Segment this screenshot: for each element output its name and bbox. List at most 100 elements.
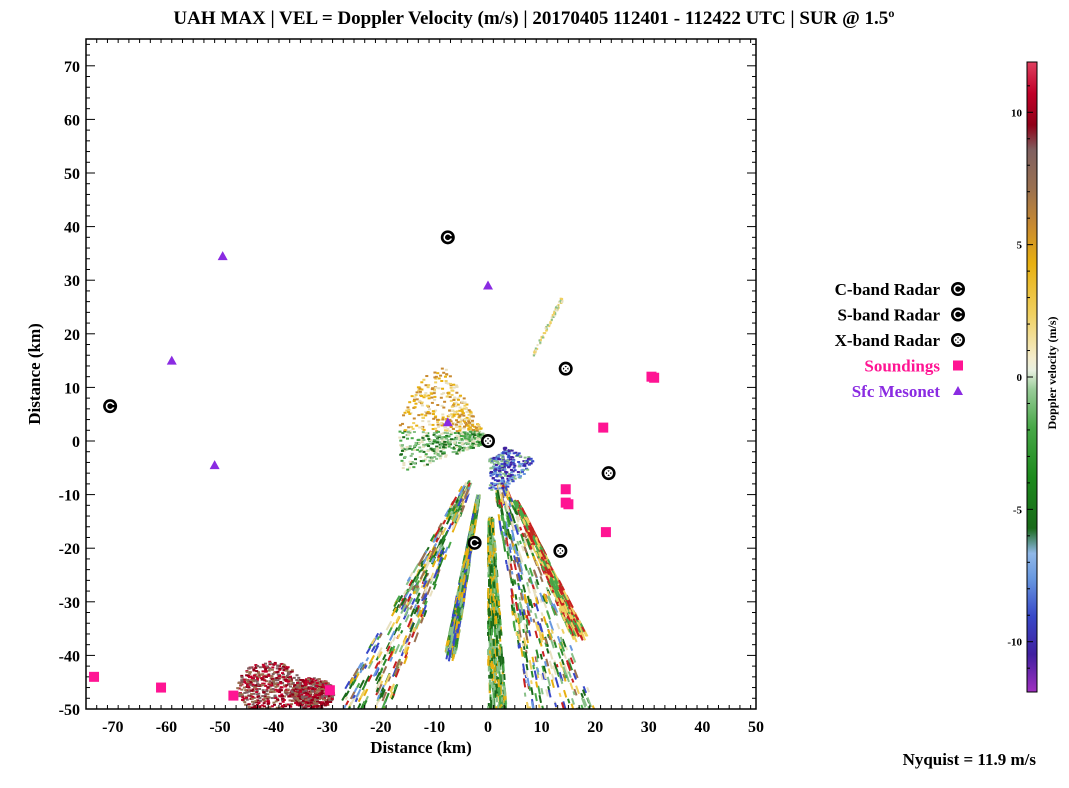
echo-gate bbox=[547, 568, 555, 579]
echo-gate bbox=[437, 561, 441, 567]
echo-gate bbox=[532, 555, 536, 561]
echo-gate bbox=[422, 435, 426, 438]
echo-gate bbox=[447, 443, 451, 446]
echo-gate bbox=[567, 658, 571, 663]
echo-gate bbox=[304, 682, 308, 685]
echo-gate bbox=[519, 471, 523, 474]
echo-gate bbox=[400, 629, 404, 634]
echo-gate bbox=[562, 589, 570, 601]
echo-gate bbox=[528, 706, 532, 709]
echo-gate bbox=[524, 525, 529, 532]
echo-gate bbox=[427, 397, 431, 400]
echo-gate bbox=[320, 696, 324, 699]
echo-gate bbox=[257, 710, 260, 712]
echo-gate bbox=[250, 677, 254, 680]
echo-gate bbox=[504, 472, 508, 475]
echo-gate bbox=[587, 705, 591, 709]
echo-gate bbox=[503, 474, 507, 477]
echo-gate bbox=[307, 687, 311, 690]
echo-gate bbox=[551, 314, 554, 317]
echo-gate bbox=[548, 325, 551, 328]
echo-gate bbox=[426, 456, 430, 459]
legend-label-x-band-radar: X-band Radar bbox=[835, 331, 941, 350]
echo-gate bbox=[282, 699, 286, 702]
echo-gate bbox=[318, 684, 322, 687]
echo-gate bbox=[311, 690, 315, 693]
echo-gate bbox=[424, 392, 428, 395]
echo-gate bbox=[544, 740, 545, 747]
echo-gate bbox=[554, 702, 558, 708]
echo-gate bbox=[261, 670, 265, 673]
echo-gate bbox=[251, 690, 255, 693]
y-tick-label: 40 bbox=[64, 220, 80, 237]
echo-gate bbox=[310, 680, 314, 683]
echo-gate bbox=[459, 431, 463, 434]
echo-gate bbox=[446, 382, 450, 385]
echo-gate bbox=[248, 689, 252, 692]
echo-gate bbox=[566, 607, 571, 615]
echo-gate bbox=[561, 297, 564, 300]
echo-gate bbox=[522, 628, 525, 634]
echo-gate bbox=[522, 650, 526, 657]
echo-gate bbox=[545, 658, 550, 667]
echo-gate bbox=[494, 458, 498, 461]
echo-gate bbox=[576, 621, 580, 626]
echo-gate bbox=[449, 384, 453, 387]
echo-gate bbox=[376, 683, 383, 694]
echo-gate bbox=[359, 722, 362, 729]
echo-gate bbox=[467, 438, 471, 441]
echo-gate bbox=[502, 663, 505, 672]
echo-gate bbox=[256, 695, 260, 698]
echo-gate bbox=[451, 512, 458, 522]
echo-gate bbox=[550, 712, 552, 722]
echo-gate bbox=[524, 460, 528, 463]
echo-gate bbox=[277, 675, 281, 678]
echo-gate bbox=[580, 704, 584, 709]
echo-gate bbox=[411, 448, 415, 451]
echo-gate bbox=[297, 689, 301, 692]
echo-gate bbox=[509, 543, 513, 551]
echo-gate bbox=[513, 469, 517, 472]
echo-gate bbox=[410, 585, 415, 591]
echo-gate bbox=[455, 434, 459, 437]
echo-gate bbox=[445, 437, 449, 440]
echo-gate bbox=[286, 672, 290, 675]
echo-gate bbox=[436, 423, 440, 426]
echo-gate bbox=[523, 692, 527, 697]
echo-gate bbox=[311, 688, 315, 691]
echo-gate bbox=[261, 698, 265, 701]
echo-gate bbox=[531, 544, 537, 553]
echo-gate bbox=[455, 430, 459, 433]
echo-gate bbox=[441, 448, 445, 451]
echo-gate bbox=[557, 652, 562, 659]
echo-gate bbox=[512, 500, 519, 510]
echo-gate bbox=[473, 504, 478, 513]
echo-gate bbox=[457, 498, 463, 507]
echo-gate bbox=[440, 436, 444, 439]
echo-gate bbox=[468, 430, 472, 433]
echo-gate bbox=[435, 447, 439, 450]
echo-gate bbox=[442, 451, 446, 454]
echo-gate bbox=[418, 450, 422, 453]
echo-gate bbox=[516, 471, 520, 474]
echo-gate bbox=[435, 545, 442, 557]
echo-gate bbox=[574, 622, 582, 633]
echo-gate bbox=[245, 698, 249, 701]
echo-gate bbox=[456, 403, 460, 406]
echo-gate bbox=[532, 588, 537, 598]
echo-gate bbox=[464, 408, 468, 411]
echo-gate bbox=[355, 710, 358, 716]
echo-gate bbox=[528, 567, 534, 577]
echo-gate bbox=[419, 426, 423, 429]
echo-gate bbox=[413, 607, 419, 615]
echo-gate bbox=[460, 408, 464, 411]
echo-gate bbox=[256, 671, 260, 674]
echo-gate bbox=[295, 692, 299, 695]
y-tick-label: 10 bbox=[64, 380, 80, 397]
legend-label-c-band-radar: C-band Radar bbox=[835, 280, 941, 299]
echo-gate bbox=[409, 463, 413, 466]
echo-gate bbox=[513, 474, 517, 477]
echo-gate bbox=[403, 455, 407, 458]
echo-gate bbox=[414, 587, 418, 592]
echo-gate bbox=[368, 708, 369, 709]
